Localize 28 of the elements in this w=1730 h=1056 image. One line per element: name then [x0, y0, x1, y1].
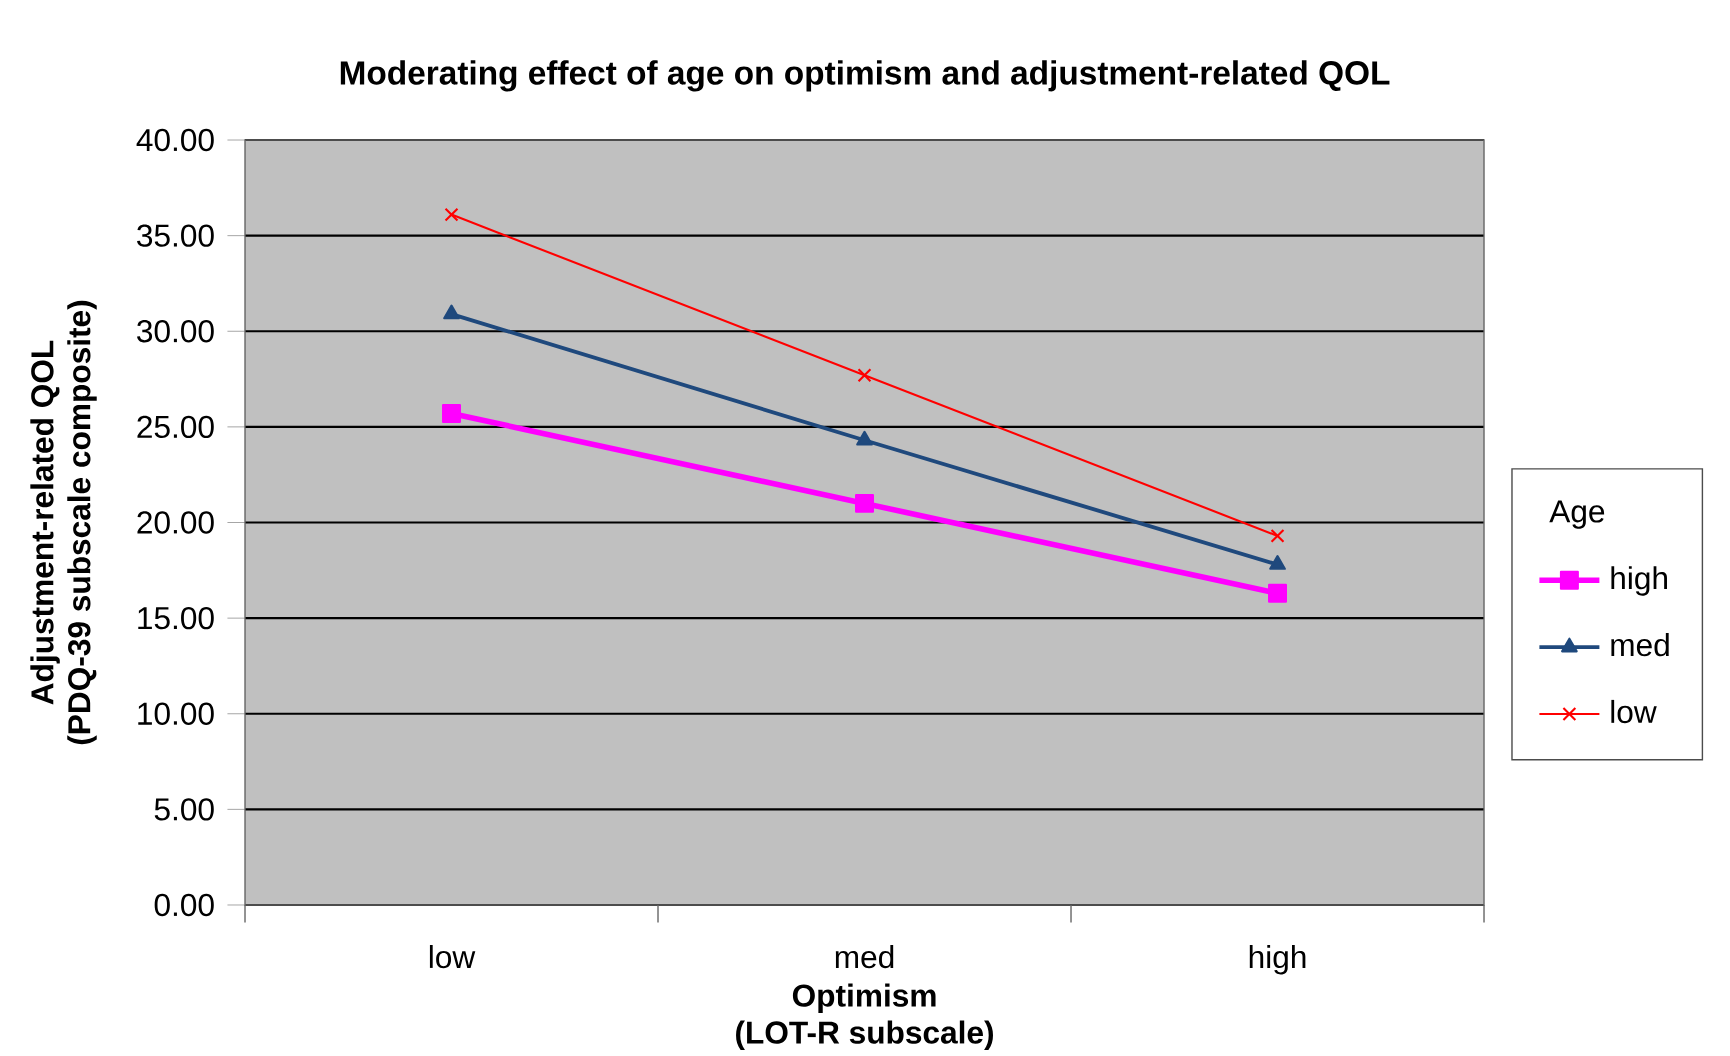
y-axis-title: Adjustment-related QOL (PDQ-39 subscale composite)	[30, 300, 97, 745]
chart-title: Moderating effect of age on optimism and adjustment-related QOL	[340, 60, 1390, 92]
point	[443, 304, 460, 320]
point	[1268, 583, 1288, 603]
y-tick-label: 5.00	[154, 798, 214, 821]
point	[855, 493, 875, 513]
point	[1269, 555, 1286, 570]
point	[857, 368, 872, 383]
y-tick-label: 20.00	[137, 511, 214, 534]
x-axis-title: Optimism (LOT-R subscale)	[736, 983, 993, 1050]
y-tick-label: 15.00	[138, 606, 214, 630]
point	[1270, 528, 1285, 543]
x-tick-label: high	[1249, 944, 1306, 975]
x-tick-label: med	[835, 944, 894, 969]
point	[856, 430, 873, 446]
y-tick-label: 25.00	[137, 415, 214, 439]
y-tick-label: 40.00	[136, 128, 214, 152]
legend-label: low	[1611, 699, 1657, 724]
legend-title: Age	[1549, 500, 1605, 529]
y-tick-label: 10.00	[138, 702, 214, 725]
point	[442, 404, 461, 423]
legend-label: med	[1611, 633, 1669, 657]
point	[444, 207, 459, 222]
y-tick-label: 0.00	[154, 893, 214, 917]
x-tick-label: low	[429, 944, 476, 969]
y-tick-label: 35.00	[137, 224, 214, 247]
y-tick-label: 30.00	[137, 320, 214, 343]
legend-label: high	[1611, 566, 1667, 596]
